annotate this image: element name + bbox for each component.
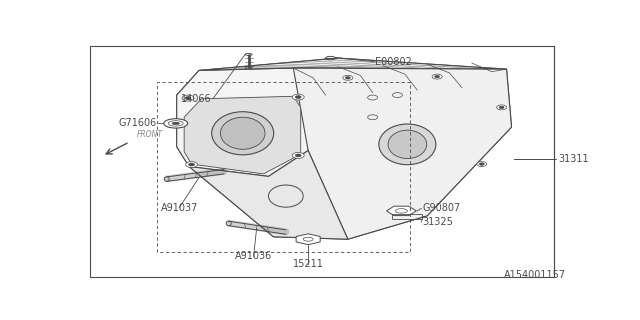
- Text: 31311: 31311: [559, 154, 589, 164]
- Ellipse shape: [245, 67, 252, 69]
- Text: A91037: A91037: [161, 204, 198, 213]
- Text: 15211: 15211: [292, 259, 324, 269]
- Circle shape: [185, 97, 191, 100]
- Bar: [392, 214, 422, 219]
- Ellipse shape: [388, 130, 427, 158]
- Ellipse shape: [303, 237, 313, 241]
- Polygon shape: [293, 68, 511, 239]
- Ellipse shape: [396, 209, 408, 213]
- Circle shape: [182, 95, 194, 101]
- Ellipse shape: [168, 121, 183, 126]
- Circle shape: [432, 74, 442, 79]
- Text: E00802: E00802: [375, 57, 412, 67]
- Polygon shape: [189, 150, 348, 239]
- Circle shape: [499, 106, 504, 108]
- Polygon shape: [296, 234, 320, 244]
- Polygon shape: [177, 68, 308, 176]
- Ellipse shape: [164, 177, 169, 181]
- Circle shape: [292, 153, 304, 158]
- Circle shape: [346, 76, 350, 79]
- Circle shape: [295, 96, 301, 99]
- Ellipse shape: [379, 124, 436, 165]
- Ellipse shape: [212, 112, 274, 155]
- Ellipse shape: [227, 221, 231, 226]
- Circle shape: [186, 162, 198, 167]
- Circle shape: [343, 75, 353, 80]
- Text: A154001157: A154001157: [504, 270, 566, 280]
- Circle shape: [477, 162, 487, 166]
- Ellipse shape: [172, 122, 179, 124]
- Circle shape: [479, 163, 484, 165]
- Circle shape: [497, 105, 507, 110]
- Text: FRONT: FRONT: [137, 130, 163, 139]
- Text: A91036: A91036: [235, 252, 272, 261]
- Ellipse shape: [245, 53, 252, 55]
- Circle shape: [435, 75, 440, 78]
- Polygon shape: [184, 96, 301, 174]
- Ellipse shape: [164, 119, 188, 128]
- Ellipse shape: [326, 56, 335, 60]
- Circle shape: [189, 163, 195, 166]
- Polygon shape: [387, 206, 416, 216]
- Text: G71606: G71606: [118, 118, 157, 128]
- Circle shape: [292, 94, 304, 100]
- Text: G90807: G90807: [422, 204, 461, 213]
- Text: 31325: 31325: [422, 217, 453, 227]
- Text: 14066: 14066: [181, 94, 211, 104]
- Circle shape: [295, 154, 301, 157]
- Ellipse shape: [220, 117, 265, 149]
- Polygon shape: [199, 58, 507, 70]
